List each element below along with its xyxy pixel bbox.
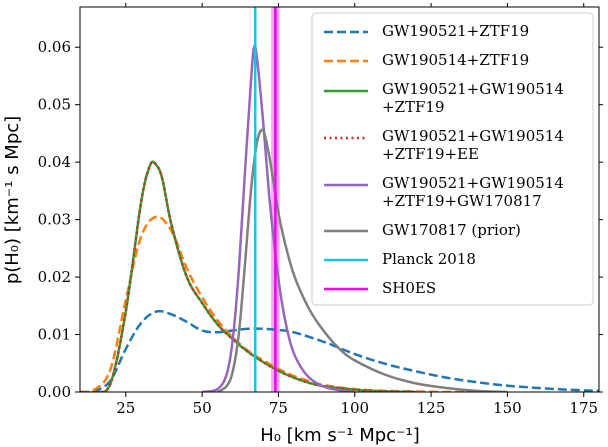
legend-label-1: GW190514+ZTF19 — [382, 51, 529, 69]
axis-ticks: 25 50 75 100 125 150 175 0.00 0.01 0.02 0.03 0.04 0.… — [38, 3, 603, 417]
y-tick-label: 0.04 — [38, 153, 71, 171]
legend-label-0: GW190521+ZTF19 — [382, 22, 529, 40]
reference-lines — [253, 7, 277, 392]
y-tick-label: 0.05 — [38, 96, 71, 114]
x-tick-label: 125 — [417, 399, 446, 417]
y-axis-label: p(H₀) [km⁻¹ s Mpc] — [2, 116, 23, 284]
legend-label-3: GW190521+GW190514 +ZTF19+EE — [382, 127, 564, 163]
y-tick-label: 0.06 — [38, 38, 71, 56]
series-line-5 — [216, 128, 508, 392]
x-tick-label: 100 — [340, 399, 369, 417]
y-tick-label: 0.03 — [38, 211, 71, 229]
series-line-0 — [80, 309, 599, 392]
x-tick-label: 150 — [493, 399, 522, 417]
x-tick-label: 175 — [569, 399, 598, 417]
y-tick-label: 0.01 — [38, 326, 71, 344]
series-line-2 — [80, 160, 416, 392]
legend-label-2: GW190521+GW190514 +ZTF19 — [382, 80, 564, 116]
y-tick-label: 0.00 — [38, 383, 71, 401]
x-axis-label: H₀ [km s⁻¹ Mpc⁻¹] — [260, 425, 420, 446]
legend-label-7: SH0ES — [382, 279, 436, 297]
x-tick-label: 50 — [193, 399, 212, 417]
x-tick-label: 75 — [269, 399, 288, 417]
legend-label-5: GW170817 (prior) — [382, 221, 521, 239]
x-tick-label: 25 — [116, 399, 135, 417]
legend-box — [311, 12, 594, 306]
y-tick-label: 0.02 — [38, 268, 71, 286]
plot-frame — [79, 6, 600, 393]
series-lines — [80, 44, 599, 392]
legend: GW190521+ZTF19 GW190514+ZTF19 GW190521+GW1… — [311, 12, 594, 306]
legend-label-4: GW190521+GW190514 +ZTF19+GW170817 — [382, 174, 564, 210]
legend-label-6: Planck 2018 — [382, 250, 476, 268]
